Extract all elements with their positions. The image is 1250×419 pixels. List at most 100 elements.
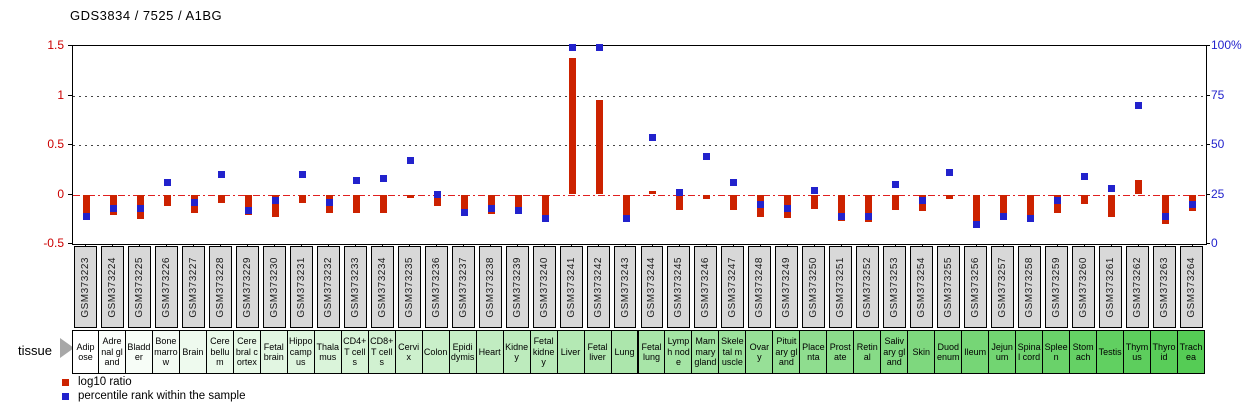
left-axis-tick-label: 0 (57, 186, 64, 201)
log-ratio-bar-GSM373261 (1108, 194, 1116, 218)
tissue-cell-GSM373263: Thyroid (1150, 330, 1179, 374)
tissue-cell-GSM373226: Bone marrow (151, 330, 180, 374)
percentile-marker-GSM373249 (784, 204, 792, 212)
sample-column: GSM373241 (558, 246, 585, 328)
sample-label-GSM373228: GSM373228 (208, 246, 232, 328)
percentile-marker-GSM373243 (622, 214, 630, 222)
percentile-marker-GSM373261 (1108, 185, 1116, 193)
sample-label-GSM373248: GSM373248 (748, 246, 772, 328)
sample-label-text: GSM373263 (1159, 256, 1171, 318)
sample-column: GSM373261 (1097, 246, 1124, 328)
sample-column: GSM373263 (1151, 246, 1178, 328)
sample-label-text: GSM373255 (943, 256, 955, 318)
sample-column: GSM373237 (450, 246, 477, 328)
tissue-cell-GSM373243: Lung (610, 330, 639, 374)
percentile-marker-GSM373255 (946, 169, 954, 177)
sample-column: GSM373227 (180, 246, 207, 328)
sample-column: GSM373257 (989, 246, 1016, 328)
tissue-cell-GSM373224: Adrenal gland (97, 330, 126, 374)
log-ratio-bar-GSM373256 (973, 194, 981, 229)
sample-label-text: GSM373226 (160, 256, 172, 318)
sample-label-text: GSM373230 (268, 256, 280, 318)
percentile-marker-GSM373238 (487, 204, 495, 212)
sample-label-text: GSM373234 (376, 256, 388, 318)
sample-label-text: GSM373232 (322, 256, 334, 318)
percentile-marker-GSM373237 (460, 208, 468, 216)
legend: log10 ratio percentile rank within the s… (62, 375, 245, 403)
percentile-marker-GSM373248 (757, 200, 765, 208)
sample-label-GSM373233: GSM373233 (343, 246, 367, 328)
log-ratio-bar-GSM373238 (487, 194, 495, 215)
log-ratio-bar-GSM373234 (379, 194, 387, 214)
percentile-marker-GSM373262 (1135, 101, 1143, 109)
sample-label-text: GSM373248 (754, 256, 766, 318)
right-axis-tick (1206, 94, 1210, 96)
sample-label-GSM373244: GSM373244 (640, 246, 664, 328)
sample-column: GSM373258 (1016, 246, 1043, 328)
log-ratio-bar-GSM373242 (595, 100, 603, 195)
log-ratio-bar-GSM373229 (244, 194, 252, 216)
right-axis-tick-label: 0 (1211, 236, 1218, 250)
sample-label-GSM373259: GSM373259 (1045, 246, 1069, 328)
percentile-marker-GSM373253 (892, 181, 900, 189)
sample-label-text: GSM373243 (619, 256, 631, 318)
legend-item-percentile-rank: percentile rank within the sample (62, 389, 245, 403)
sample-label-text: GSM373227 (187, 256, 199, 318)
gridline (73, 145, 1206, 146)
sample-label-GSM373245: GSM373245 (667, 246, 691, 328)
percentile-marker-GSM373258 (1027, 214, 1035, 222)
tissue-cell-GSM373262: Thymus (1123, 330, 1152, 374)
sample-label-text: GSM373257 (997, 256, 1009, 318)
percentile-marker-GSM373263 (1162, 212, 1170, 220)
sample-column: GSM373250 (800, 246, 827, 328)
sample-label-text: GSM373231 (295, 256, 307, 318)
sample-label-GSM373242: GSM373242 (586, 246, 610, 328)
sample-column: GSM373247 (719, 246, 746, 328)
sample-column: GSM373236 (423, 246, 450, 328)
sample-column: GSM373240 (531, 246, 558, 328)
percentile-marker-GSM373252 (865, 212, 873, 220)
sample-column: GSM373256 (962, 246, 989, 328)
chart-title: GDS3834 / 7525 / A1BG (70, 8, 223, 23)
percentile-marker-GSM373264 (1189, 200, 1196, 208)
percentile-marker-GSM373233 (352, 177, 360, 185)
tissue-row: Adipose Adrenal gland Bladder Bone marrow Br… (72, 330, 1205, 374)
log-ratio-bar-GSM373236 (433, 194, 441, 207)
right-axis-tick-label: 100% (1211, 38, 1242, 52)
sample-column: GSM373254 (908, 246, 935, 328)
percentile-marker-GSM373225 (136, 204, 144, 212)
sample-label-GSM373231: GSM373231 (289, 246, 313, 328)
tissue-cell-GSM373238: Heart (475, 330, 504, 374)
tissue-cell-GSM373237: Epididymis (448, 330, 477, 374)
sample-column: GSM373223 (72, 246, 99, 328)
sample-label-GSM373252: GSM373252 (856, 246, 880, 328)
log-ratio-bar-GSM373253 (892, 194, 900, 211)
percentile-marker-GSM373234 (379, 175, 387, 183)
left-axis-tick (68, 193, 72, 195)
sample-label-text: GSM373242 (592, 256, 604, 318)
log-ratio-bar-GSM373246 (703, 194, 711, 200)
sample-label-GSM373236: GSM373236 (424, 246, 448, 328)
sample-column: GSM373228 (207, 246, 234, 328)
log-ratio-bar-GSM373251 (838, 194, 846, 222)
percentile-marker-GSM373231 (298, 171, 306, 179)
percentile-marker-GSM373244 (649, 133, 657, 141)
sample-label-GSM373230: GSM373230 (262, 246, 286, 328)
tissue-cell-GSM373241: Liver (556, 330, 585, 374)
tissue-cell-GSM373258: Spinal cord (1015, 330, 1044, 374)
sample-column: GSM373230 (261, 246, 288, 328)
sample-label-GSM373223: GSM373223 (74, 246, 97, 328)
sample-label-text: GSM373259 (1051, 256, 1063, 318)
tissue-cell-GSM373252: Retinal (853, 330, 882, 374)
sample-column: GSM373239 (504, 246, 531, 328)
tissue-cell-GSM373232: Thalamus (313, 330, 342, 374)
tissue-cell-GSM373225: Bladder (124, 330, 153, 374)
sample-column: GSM373255 (935, 246, 962, 328)
sample-label-text: GSM373245 (673, 256, 685, 318)
percentile-marker-GSM373247 (730, 179, 738, 187)
sample-column: GSM373252 (854, 246, 881, 328)
sample-label-text: GSM373240 (538, 256, 550, 318)
log-ratio-bar-GSM373258 (1027, 194, 1035, 223)
percentile-rank-swatch-icon (62, 392, 69, 400)
sample-label-GSM373226: GSM373226 (154, 246, 178, 328)
